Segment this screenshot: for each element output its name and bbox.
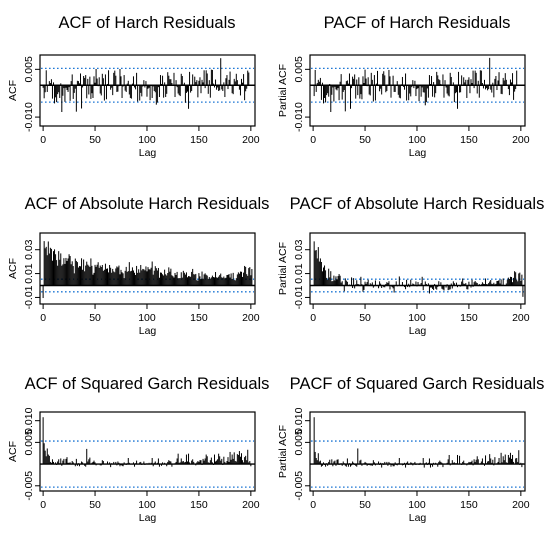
x-tick-label: 50 [359, 312, 371, 324]
x-axis-label: Lag [409, 325, 427, 337]
plot-frame [309, 232, 526, 305]
x-tick-label: 200 [512, 134, 530, 146]
x-tick-label: 50 [89, 312, 101, 324]
x-tick-label: 50 [359, 499, 371, 511]
y-tick-label: 0.03 [23, 239, 35, 260]
chart-panel-5: ACF of Squared Garch Residuals 0 50 100 150 2… [7, 375, 269, 524]
x-axis-label: Lag [139, 325, 157, 337]
x-tick-label: 150 [190, 312, 208, 324]
x-tick-label: 150 [190, 499, 208, 511]
chart-panel-1: ACF of Harch Residuals 0 50 100 150 200 -0.010… [7, 14, 260, 159]
x-tick-label: 200 [242, 134, 260, 146]
chart-panel-6: PACF of Squared Garch Residuals 0 50 100 150… [277, 375, 544, 524]
y-axis-label: Partial ACF [277, 242, 289, 295]
y-tick-label: -0.010 [293, 102, 305, 132]
x-tick-label: 150 [190, 134, 208, 146]
y-tick-label: 0.005 [293, 56, 305, 82]
x-axis-label: Lag [139, 512, 157, 524]
x-tick-label: 0 [40, 312, 46, 324]
x-tick-label: 200 [512, 312, 530, 324]
y-tick-label: -0.005 [23, 471, 35, 501]
x-tick-label: 0 [310, 134, 316, 146]
x-tick-label: 200 [242, 499, 260, 511]
x-tick-label: 100 [408, 134, 426, 146]
x-tick-label: 150 [460, 312, 478, 324]
y-tick-label: 0.010 [293, 407, 305, 433]
y-tick-label: 0.010 [23, 407, 35, 433]
x-tick-label: 0 [310, 499, 316, 511]
x-tick-label: 200 [242, 312, 260, 324]
x-axis-label: Lag [139, 147, 157, 159]
x-tick-label: 200 [512, 499, 530, 511]
y-axis-label: ACF [7, 80, 19, 101]
plot-frame [309, 411, 526, 492]
y-axis-label: Partial ACF [277, 64, 289, 117]
chart-panel-2: PACF of Harch Residuals 0 50 100 150 200 -0.01… [277, 14, 530, 159]
y-tick-label: 0.005 [293, 429, 305, 455]
x-tick-label: 100 [408, 312, 426, 324]
chart-panel-3: ACF of Absolute Harch Residuals 0 50 100 150… [7, 195, 269, 337]
chart-title: ACF of Squared Garch Residuals [25, 375, 270, 393]
x-tick-label: 100 [408, 499, 426, 511]
chart-title: ACF of Absolute Harch Residuals [25, 195, 270, 213]
y-tick-label: 0.005 [23, 429, 35, 455]
y-axis-label: ACF [7, 258, 19, 279]
y-tick-label: 0.005 [23, 56, 35, 82]
y-axis-label: ACF [7, 441, 19, 462]
plot-frame [309, 54, 526, 127]
x-tick-label: 150 [460, 134, 478, 146]
chart-panel-4: PACF of Absolute Harch Residuals 0 50 100 15… [277, 195, 544, 337]
y-tick-label: -0.010 [23, 102, 35, 132]
y-tick-label: 0.01 [293, 263, 305, 284]
plot-frame [39, 54, 256, 127]
chart-title: PACF of Harch Residuals [324, 14, 511, 32]
x-tick-label: 0 [40, 134, 46, 146]
chart-title: PACF of Squared Garch Residuals [290, 375, 545, 393]
x-tick-label: 100 [138, 312, 156, 324]
y-tick-label: 0.03 [293, 239, 305, 260]
x-axis-label: Lag [409, 147, 427, 159]
x-tick-label: 0 [310, 312, 316, 324]
x-tick-label: 150 [460, 499, 478, 511]
x-tick-label: 50 [89, 499, 101, 511]
y-tick-label: -0.005 [293, 471, 305, 501]
y-tick-label: 0.01 [23, 263, 35, 284]
y-tick-label: -0.01 [23, 285, 35, 309]
x-tick-label: 100 [138, 134, 156, 146]
x-tick-label: 50 [89, 134, 101, 146]
x-tick-label: 0 [40, 499, 46, 511]
plot-frame [39, 411, 256, 492]
chart-title: PACF of Absolute Harch Residuals [290, 195, 545, 213]
x-tick-label: 100 [138, 499, 156, 511]
x-tick-label: 50 [359, 134, 371, 146]
chart-title: ACF of Harch Residuals [59, 14, 236, 32]
x-axis-label: Lag [409, 512, 427, 524]
y-tick-label: -0.01 [293, 285, 305, 309]
plot-frame [39, 232, 256, 305]
y-axis-label: Partial ACF [277, 425, 289, 478]
